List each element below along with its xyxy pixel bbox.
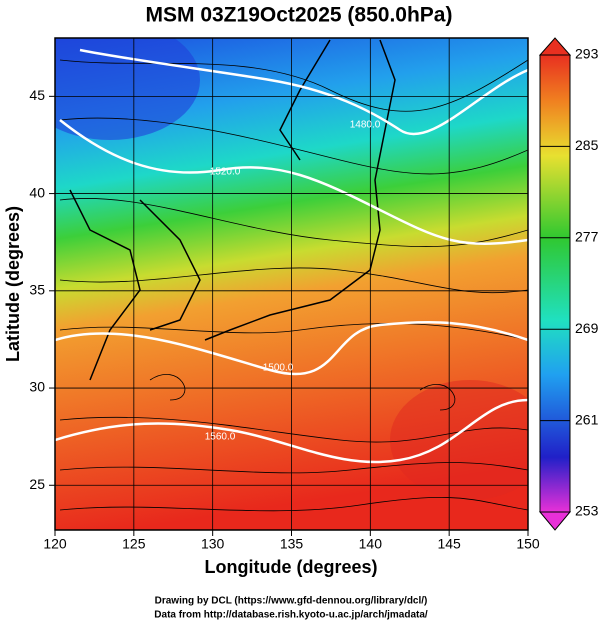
colorbar-bottom — [538, 511, 572, 531]
colorbar-top — [538, 37, 572, 56]
contours — [55, 48, 528, 464]
colorbar-tick-label: 269 — [575, 320, 599, 336]
x-tick-label: 120 — [43, 536, 67, 552]
y-tick-label: 35 — [29, 282, 45, 298]
y-tick-label: 45 — [29, 87, 45, 103]
y-tick-label: 30 — [29, 379, 45, 395]
x-tick-label: 125 — [122, 536, 146, 552]
contour-label: 1520.0 — [210, 167, 241, 178]
colorbar-tick-label: 253 — [575, 503, 599, 519]
y-tick-label: 40 — [29, 184, 45, 200]
coastlines — [69, 39, 396, 381]
colorbar-tick-label: 261 — [575, 411, 599, 427]
x-tick-label: 140 — [359, 536, 383, 552]
credit: Data from http://database.rish.kyoto-u.a… — [154, 610, 428, 621]
streamlines — [59, 59, 528, 512]
contour-label: 1500.0 — [263, 363, 294, 374]
colorbar-tick-label: 277 — [575, 229, 599, 245]
x-tick-label: 145 — [437, 536, 461, 552]
x-tick-label: 150 — [516, 536, 540, 552]
x-tick-label: 135 — [280, 536, 304, 552]
x-tick-label: 130 — [201, 536, 225, 552]
credit: Drawing by DCL (https://www.gfd-dennou.o… — [155, 596, 428, 607]
x-axis-label: Longitude (degrees) — [204, 557, 377, 577]
contour-label: 1560.0 — [205, 432, 236, 443]
title: MSM 03Z19Oct2025 (850.0hPa) — [146, 4, 453, 27]
colorbar — [539, 54, 571, 513]
colorbar-tick-label: 285 — [575, 137, 599, 153]
y-tick-label: 25 — [29, 476, 45, 492]
y-axis-label: Latitude (degrees) — [3, 206, 23, 362]
contour-label: 1480.0 — [350, 120, 381, 131]
colorbar-tick-label: 293 — [575, 46, 599, 62]
